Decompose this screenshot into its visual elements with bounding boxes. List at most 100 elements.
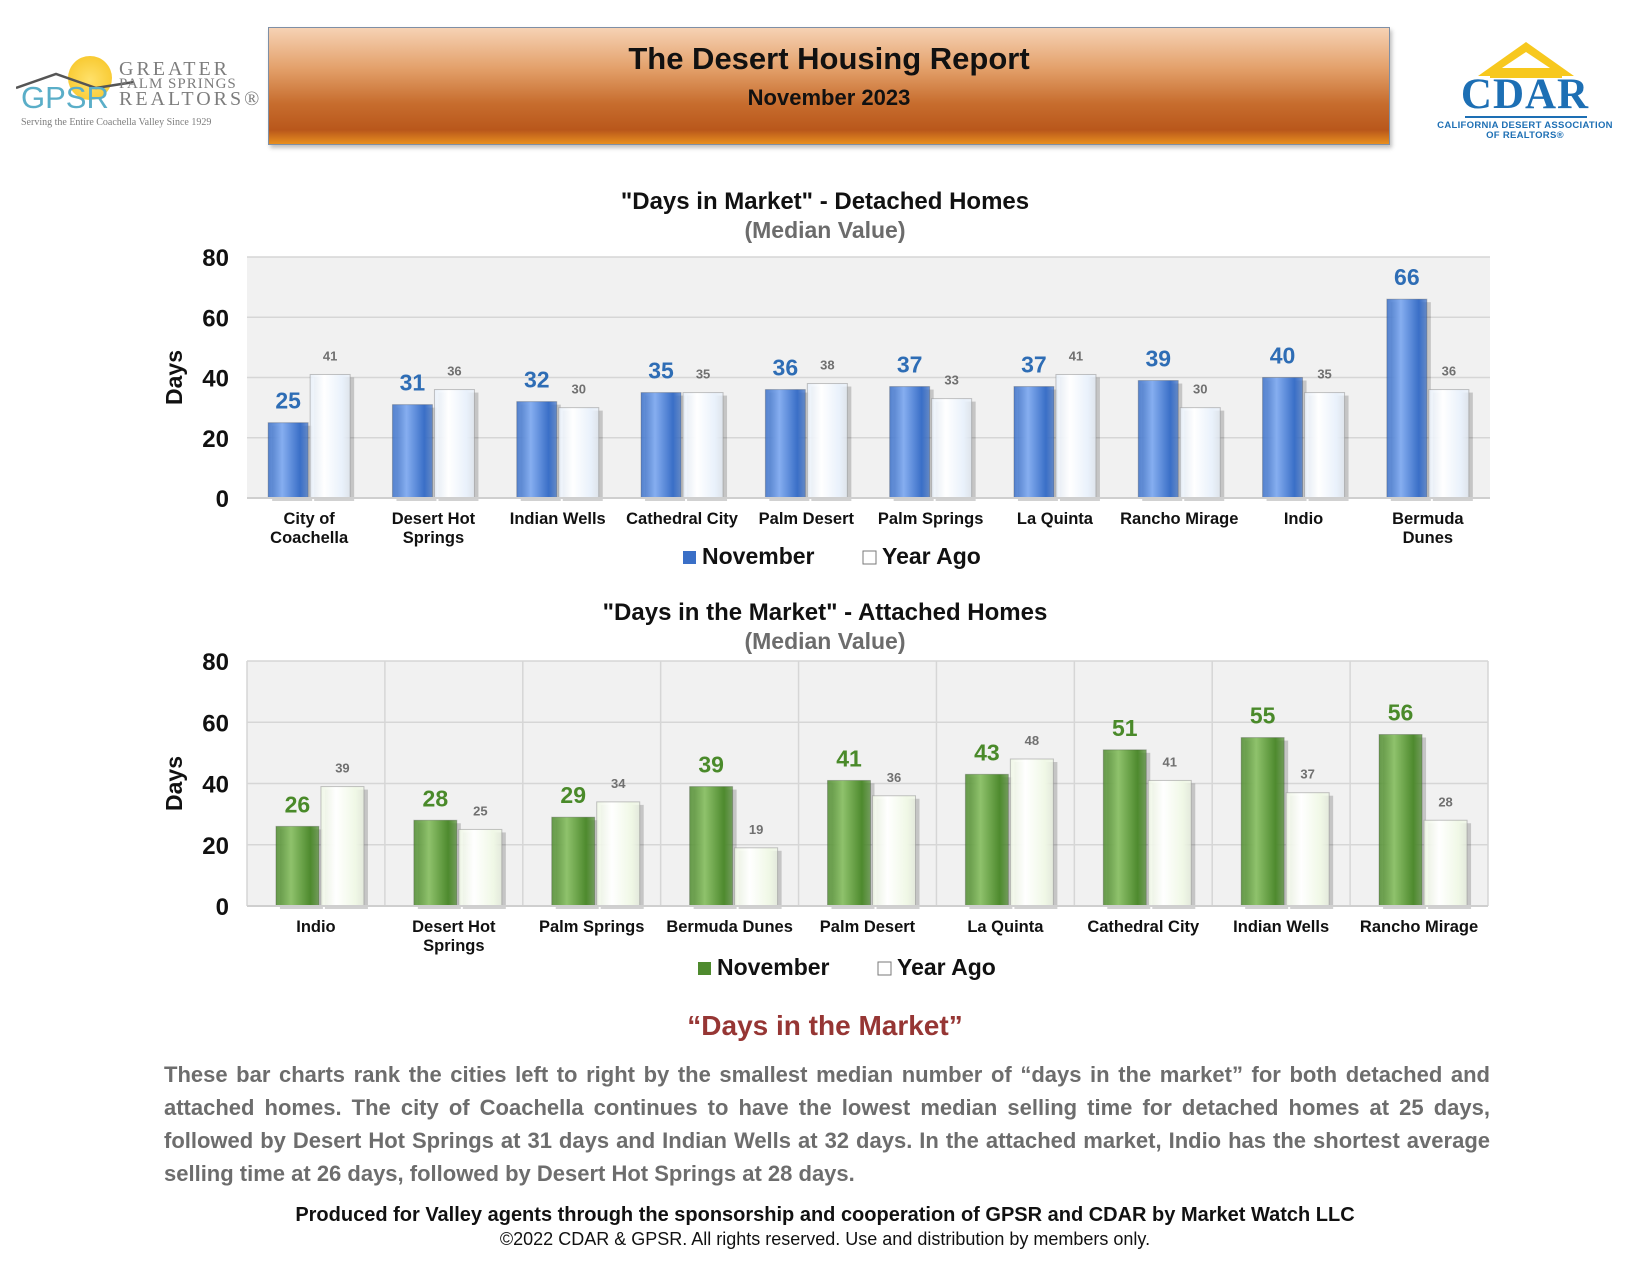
data-label-year-ago: 41 — [1163, 754, 1177, 769]
report-title: The Desert Housing Report — [628, 41, 1030, 76]
category-label: Springs — [403, 529, 464, 547]
cdar-sub-line1: CALIFORNIA DESERT ASSOCIATION — [1437, 120, 1613, 131]
category-label: Palm Springs — [539, 918, 644, 936]
bar-year-ago — [1055, 373, 1097, 499]
bar-year-ago — [1009, 758, 1054, 907]
data-label-current: 66 — [1394, 264, 1420, 290]
data-label-current: 29 — [560, 782, 586, 808]
data-label-current: 37 — [1021, 352, 1047, 378]
gpsr-abbr: GPSR — [21, 80, 109, 115]
data-label-year-ago: 35 — [1317, 367, 1331, 382]
data-label-year-ago: 28 — [1438, 794, 1452, 809]
data-label-current: 28 — [423, 785, 449, 811]
category-label: Indian Wells — [510, 510, 606, 528]
data-label-current: 56 — [1388, 700, 1414, 726]
bar-year-ago — [872, 795, 916, 907]
gpsr-tagline: Serving the Entire Coachella Valley Sinc… — [21, 117, 212, 128]
category-label: Cathedral City — [1087, 918, 1200, 936]
category-label: Springs — [423, 937, 484, 955]
legend-label-current: November — [702, 543, 815, 569]
bar-current — [1137, 380, 1179, 499]
bar-current — [689, 786, 734, 907]
bar-year-ago — [596, 801, 641, 907]
chart-attached-title: "Days in the Market" - Attached Homes — [602, 599, 1048, 626]
category-label: Rancho Mirage — [1360, 918, 1478, 936]
y-tick-label: 80 — [202, 245, 229, 272]
data-label-year-ago: 30 — [1193, 382, 1207, 397]
data-label-year-ago: 36 — [447, 364, 461, 379]
category-label: Rancho Mirage — [1120, 510, 1238, 528]
gpsr-full-name: GREATER PALM SPRINGS REALTORS® — [119, 58, 262, 109]
bar-current — [964, 773, 1009, 907]
bar-year-ago — [1147, 779, 1192, 907]
bar-year-ago — [931, 398, 973, 499]
sun-icon — [68, 56, 112, 100]
data-label-year-ago: 19 — [749, 822, 763, 837]
bar-current — [1240, 737, 1285, 907]
chart-detached-title: "Days in Market" - Detached Homes — [620, 188, 1030, 215]
data-label-current: 43 — [974, 739, 1000, 765]
y-tick-label: 60 — [202, 710, 229, 737]
data-label-current: 39 — [698, 752, 724, 778]
cdar-subtitle: CALIFORNIA DESERT ASSOCIATION OF REALTOR… — [1430, 121, 1620, 141]
y-axis-label: Days — [161, 350, 187, 405]
y-tick-label: 0 — [216, 894, 229, 921]
data-label-current: 36 — [773, 355, 799, 381]
bar-current — [640, 392, 682, 499]
data-label-current: 39 — [1145, 346, 1171, 372]
report-title-banner: The Desert Housing Report November 2023 — [268, 27, 1390, 145]
data-label-year-ago: 48 — [1025, 733, 1039, 748]
data-label-current: 35 — [648, 358, 674, 384]
category-label: Bermuda Dunes — [666, 918, 793, 936]
y-axis-label: Days — [161, 756, 187, 811]
y-tick-label: 80 — [202, 652, 229, 676]
data-label-current: 41 — [836, 745, 862, 771]
data-label-year-ago: 37 — [1300, 767, 1314, 782]
bar-current — [413, 819, 458, 907]
data-label-year-ago: 38 — [820, 358, 834, 373]
bar-year-ago — [682, 392, 724, 499]
category-label: Bermuda — [1392, 510, 1464, 528]
legend-swatch-year-ago — [877, 961, 892, 976]
cdar-name: CDAR — [1460, 71, 1590, 118]
bar-year-ago — [433, 389, 475, 499]
data-label-year-ago: 41 — [1069, 348, 1083, 363]
data-label-year-ago: 41 — [323, 348, 337, 363]
gpsr-name-line1: GREATER — [119, 58, 230, 80]
data-label-year-ago: 36 — [1442, 364, 1456, 379]
bar-current — [764, 389, 806, 499]
gpsr-name-line2: PALM SPRINGS — [119, 76, 237, 92]
category-label: La Quinta — [967, 918, 1044, 936]
category-label: City of — [283, 510, 335, 528]
category-label: Dunes — [1403, 529, 1453, 547]
bar-current — [1262, 377, 1304, 499]
bar-current — [551, 816, 596, 907]
bar-year-ago — [1428, 389, 1470, 499]
gpsr-logo: GPSR GREATER PALM SPRINGS REALTORS® Serv… — [16, 50, 259, 130]
legend-label-current: November — [717, 954, 830, 980]
chart-attached: 0 20 40 60 80 Days 26 39 Indio 28 25 Desert HotSpri… — [161, 652, 1489, 980]
category-label: Coachella — [270, 529, 349, 547]
data-label-year-ago: 30 — [572, 382, 586, 397]
data-label-current: 31 — [400, 370, 426, 396]
bar-current — [275, 825, 320, 907]
data-label-year-ago: 34 — [611, 776, 626, 791]
bar-year-ago — [734, 847, 779, 907]
y-tick-label: 60 — [202, 305, 229, 332]
bar-current — [827, 779, 871, 907]
legend-swatch-current — [683, 551, 696, 564]
cdar-sub-line2: OF REALTORS® — [1486, 130, 1564, 141]
legend-label-year-ago: Year Ago — [897, 954, 996, 980]
y-tick-label: 40 — [202, 772, 229, 799]
bar-current — [1013, 386, 1055, 499]
chart-attached-subtitle: (Median Value) — [744, 628, 906, 654]
chart-detached-subtitle: (Median Value) — [744, 217, 906, 243]
y-tick-label: 40 — [202, 366, 229, 393]
category-label: Indian Wells — [1233, 918, 1329, 936]
bar-current — [889, 386, 931, 499]
bar-current — [1378, 734, 1423, 907]
category-label: Desert Hot — [392, 510, 476, 528]
y-tick-label: 0 — [216, 486, 229, 513]
data-label-current: 26 — [285, 791, 311, 817]
